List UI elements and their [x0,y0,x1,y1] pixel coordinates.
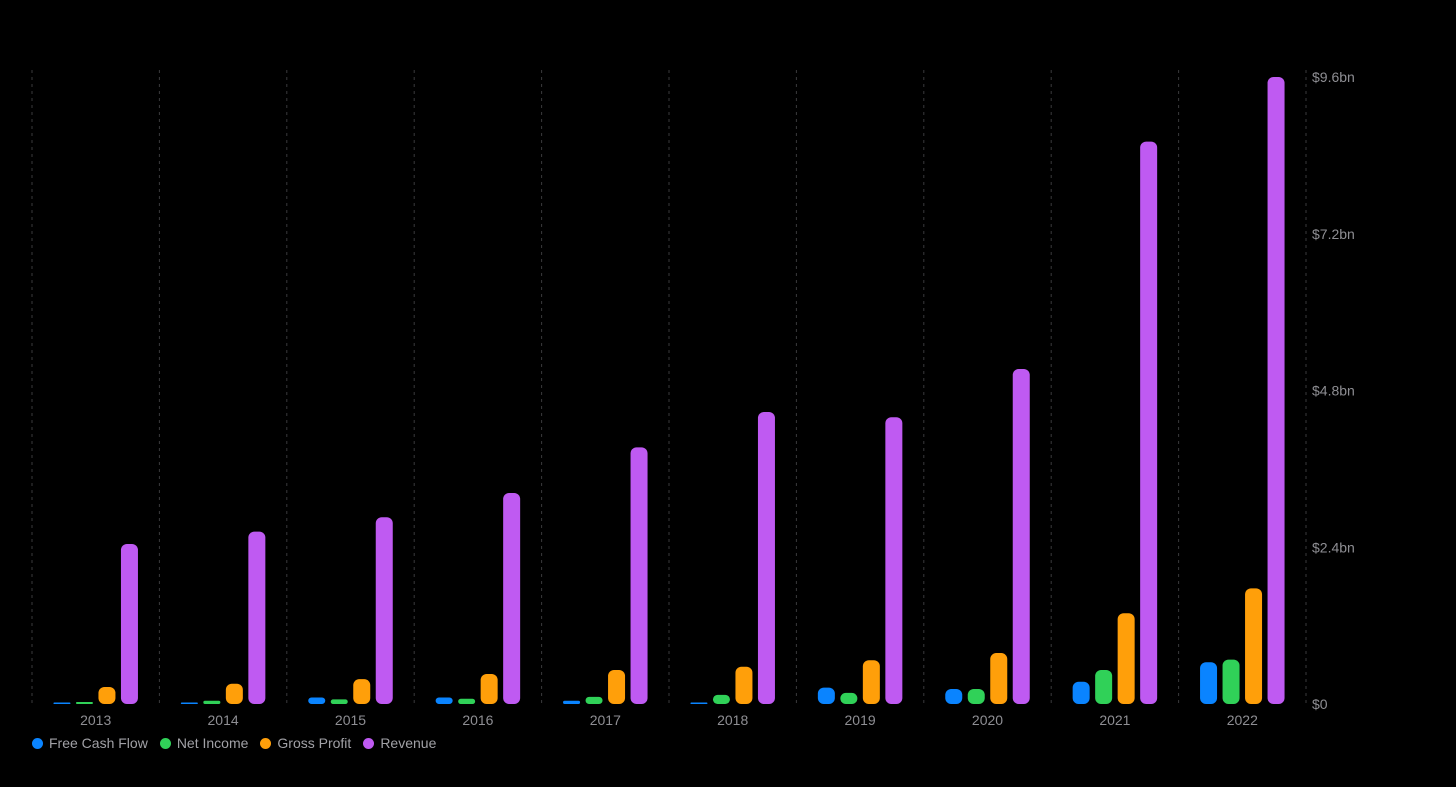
bar-net-income-2016 [458,698,476,704]
x-tick-label: 2020 [972,712,1003,728]
bar-gross-profit-2013 [98,687,116,704]
legend-item: Net Income [159,735,249,751]
grid-lines [31,70,1307,704]
bar-revenue-2013 [120,543,138,704]
bar-revenue-2021 [1140,141,1158,705]
legend-item: Revenue [363,735,436,751]
bar-free-cash-flow-2014 [180,702,198,704]
legend-dot-icon [260,737,272,749]
legend-dot-icon [32,737,43,749]
bar-revenue-2022 [1267,77,1285,704]
x-tick-label: 2022 [1227,712,1258,728]
bar-free-cash-flow-2018 [690,702,708,704]
legend-label: Free Cash Flow [49,735,148,751]
legend-dot-icon [363,737,375,749]
legend-item: Free Cash Flow [32,735,148,751]
bar-gross-profit-2022 [1245,588,1263,704]
bar-revenue-2014 [248,531,266,704]
legend-label: Net Income [176,735,249,751]
y-tick-label: $2.4bn [1312,539,1355,555]
y-axis-tick-labels: $0 $2.4bn $4.8bn $7.2bn $9.6bn [1312,69,1355,712]
legend-item: Gross Profit [260,735,351,751]
chart-legend: Free Cash Flow Net Income Gross Profit Reve… [32,735,436,751]
bar-net-income-2014 [203,700,221,704]
bar-revenue-2019 [885,417,903,704]
bar-free-cash-flow-2017 [563,700,581,704]
x-tick-label: 2013 [80,712,111,728]
bar-net-income-2018 [712,694,730,704]
bar-net-income-2022 [1222,659,1240,704]
bar-gross-profit-2017 [608,670,626,704]
bar-free-cash-flow-2016 [435,697,453,704]
bar-free-cash-flow-2013 [53,702,71,704]
bar-revenue-2020 [1012,368,1030,704]
y-tick-label: $4.8bn [1312,383,1355,399]
x-tick-label: 2016 [462,712,493,728]
x-tick-label: 2015 [335,712,366,728]
bar-net-income-2017 [585,696,603,704]
legend-label: Revenue [380,735,437,751]
bar-net-income-2020 [967,688,985,704]
bars [53,77,1285,705]
bar-free-cash-flow-2022 [1200,662,1218,704]
bar-gross-profit-2018 [735,666,753,704]
legend-dot-icon [159,737,171,749]
x-tick-label: 2017 [590,712,621,728]
bar-revenue-2015 [375,517,393,704]
bar-revenue-2018 [757,412,775,704]
bar-gross-profit-2015 [353,679,371,704]
y-tick-label: $9.6bn [1312,69,1355,85]
x-tick-label: 2019 [845,712,876,728]
bar-gross-profit-2019 [862,660,880,704]
x-tick-label: 2018 [717,712,748,728]
bar-revenue-2016 [503,493,521,704]
x-tick-label: 2021 [1099,712,1130,728]
bar-net-income-2019 [840,692,858,704]
bar-net-income-2021 [1095,670,1113,704]
bar-free-cash-flow-2015 [308,697,326,704]
x-axis-tick-labels: 2013 2014 2015 2016 2017 2018 2019 2020 2021 2022 [80,712,1258,728]
bar-gross-profit-2021 [1117,613,1135,704]
bar-gross-profit-2020 [990,653,1008,704]
legend-label: Gross Profit [277,735,352,751]
bar-free-cash-flow-2019 [817,687,835,704]
bar-net-income-2015 [330,699,348,704]
bar-net-income-2013 [75,702,93,704]
bar-gross-profit-2014 [225,683,243,704]
bar-free-cash-flow-2021 [1072,681,1090,704]
bar-gross-profit-2016 [480,673,498,704]
bar-revenue-2017 [630,447,648,704]
bar-free-cash-flow-2020 [945,688,963,704]
y-tick-label: $0 [1312,696,1328,712]
x-tick-label: 2014 [208,712,239,728]
y-tick-label: $7.2bn [1312,226,1355,242]
